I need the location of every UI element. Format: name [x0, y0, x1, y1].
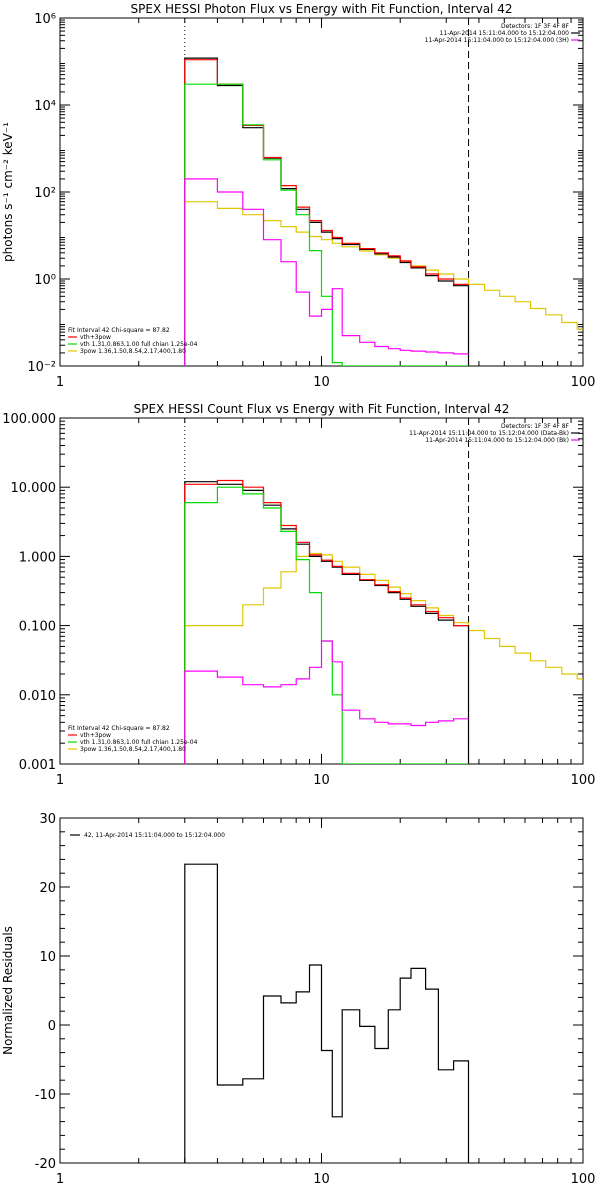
legend-header-text: 11-Apr-2014 15:11:04.000 to 15:12:04.000 — [440, 30, 570, 37]
series-line-1 — [184, 863, 470, 1163]
series-line-2 — [184, 59, 469, 366]
y-tick-label: 10 — [39, 950, 56, 965]
y-tick-label: 30 — [39, 812, 56, 827]
chart-panel-1: SPEX HESSI Photon Flux vs Energy with Fi… — [1, 2, 595, 390]
y-tick-label: 10² — [34, 186, 56, 201]
series-line-3 — [184, 83, 469, 366]
legend-header-text: 11-Apr-2014 15:11:04.000 to 15:12:04.000… — [409, 430, 569, 437]
y-tick-label: -10 — [35, 1088, 56, 1103]
plot-frame — [59, 817, 584, 1164]
y-tick-label: -20 — [35, 1157, 56, 1172]
x-tick-label: 10 — [313, 1172, 330, 1187]
y-tick-label: 0 — [48, 1019, 56, 1034]
plot-area-3 — [184, 863, 470, 1163]
series-line-3 — [184, 486, 469, 764]
series-line-model-1 — [184, 201, 583, 366]
y-tick-label: 0.100 — [19, 620, 56, 635]
fit-legend-text: Fit Interval 42 Chi-square = 87.82 — [68, 327, 170, 334]
fit-legend-text: vth 1.31,0.863,1.00 full chian 1.25e-04 — [80, 739, 198, 746]
series-line-2 — [184, 479, 469, 764]
series-line-4 — [184, 640, 469, 764]
x-tick-label: 100 — [571, 375, 596, 390]
series-line-model-1 — [184, 552, 583, 764]
y-tick-label: 10⁴ — [34, 99, 56, 114]
plot-frame — [59, 417, 584, 765]
chart-title: SPEX HESSI Count Flux vs Energy with Fit… — [134, 402, 510, 416]
plot-area-1 — [184, 57, 583, 366]
x-tick-label: 1 — [56, 1172, 64, 1187]
x-tick-label: 100 — [571, 773, 596, 788]
legend-header-text: 11-Apr-2014 15:11:04.000 to 15:12:04.000… — [425, 37, 569, 44]
y-axis-label: photons s⁻¹ cm⁻² keV⁻¹ — [1, 122, 15, 262]
y-tick-label: 10⁻² — [27, 360, 56, 375]
fit-legend-text: vth+3pow — [80, 732, 111, 739]
plot-frame — [59, 17, 584, 367]
x-tick-label: 100 — [571, 1172, 596, 1187]
y-tick-label: 0.010 — [19, 689, 56, 704]
series-line-4 — [184, 178, 469, 366]
y-tick-label: 20 — [39, 881, 56, 896]
x-tick-label: 1 — [56, 375, 64, 390]
residual-legend-text: 42, 11-Apr-2014 15:11:04.000 to 15:12:04… — [84, 832, 225, 839]
legend-header-text: Detectors: 1F 3F 4F 8F — [501, 423, 570, 430]
fit-legend-text: vth+3pow — [80, 334, 111, 341]
fit-legend-text: vth 1.31,0.863,1.00 full chian 1.25e-04 — [80, 341, 198, 348]
y-tick-label: 100.000 — [2, 412, 56, 427]
y-tick-label: 1.000 — [19, 550, 56, 565]
y-axis-label: Normalized Residuals — [1, 926, 15, 1055]
fit-legend-text: 3pow 1.36,1.50,8.54,2.17,400,1.80 — [80, 348, 186, 355]
plot-area-2 — [184, 479, 583, 764]
series-line-1 — [184, 57, 470, 366]
x-tick-label: 10 — [313, 375, 330, 390]
chart-panel-3: Normalized Residuals 1 10 100 -20 -10 0 10 20 30 4… — [1, 812, 595, 1187]
y-tick-label: 10⁶ — [34, 12, 56, 27]
x-tick-label: 10 — [313, 773, 330, 788]
chart-panel-2: SPEX HESSI Count Flux vs Energy with Fit… — [2, 402, 595, 788]
y-tick-label: 10⁰ — [34, 273, 56, 288]
series-line-1 — [184, 481, 470, 764]
legend-header-text: Detectors: 1F 3F 4F 8F — [501, 23, 570, 30]
y-tick-label: 0.001 — [19, 758, 56, 773]
legend-header-text: 11-Apr-2014 15:11:04.000 to 15:12:04.000… — [425, 437, 569, 444]
fit-legend-text: 3pow 1.36,1.50,8.54,2.17,400,1.80 — [80, 746, 186, 753]
fit-legend-text: Fit Interval 42 Chi-square = 87.82 — [68, 725, 170, 732]
x-tick-label: 1 — [56, 773, 64, 788]
y-tick-label: 10.000 — [11, 481, 57, 496]
chart-title: SPEX HESSI Photon Flux vs Energy with Fi… — [131, 2, 513, 16]
